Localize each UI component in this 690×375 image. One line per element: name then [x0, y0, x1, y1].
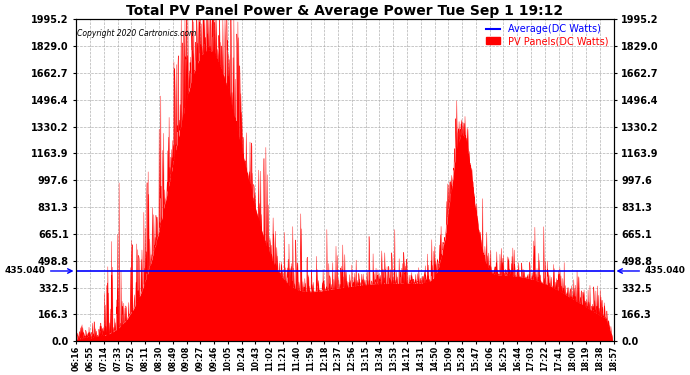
Text: 435.040: 435.040: [4, 267, 72, 276]
Legend: Average(DC Watts), PV Panels(DC Watts): Average(DC Watts), PV Panels(DC Watts): [486, 24, 609, 46]
Title: Total PV Panel Power & Average Power Tue Sep 1 19:12: Total PV Panel Power & Average Power Tue…: [126, 4, 564, 18]
Text: Copyright 2020 Cartronics.com: Copyright 2020 Cartronics.com: [77, 29, 197, 38]
Text: 435.040: 435.040: [618, 267, 686, 276]
